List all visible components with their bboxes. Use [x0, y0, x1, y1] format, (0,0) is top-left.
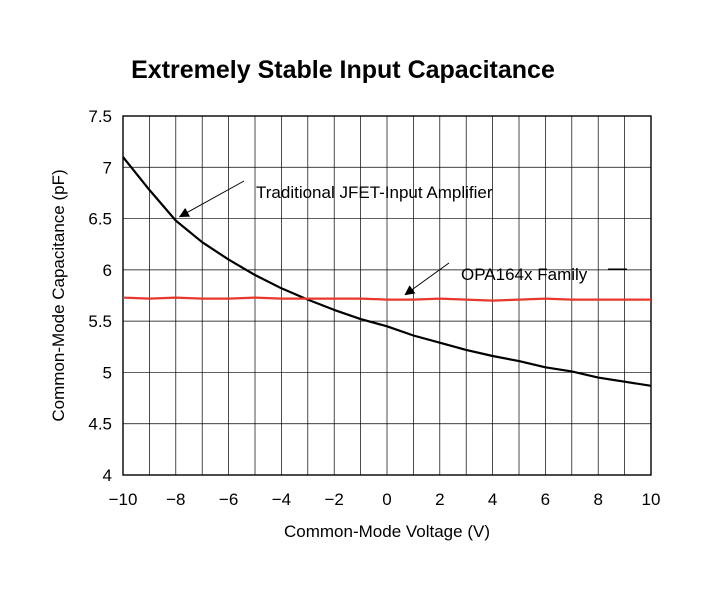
x-tick-label: 2 — [435, 490, 444, 509]
x-tick-label: −10 — [109, 490, 138, 509]
x-axis-label: Common-Mode Voltage (V) — [284, 522, 490, 541]
x-tick-label: 6 — [541, 490, 550, 509]
annotation-arrow — [404, 262, 450, 296]
x-tick-label: −4 — [272, 490, 291, 509]
x-tick-label: 8 — [593, 490, 602, 509]
y-tick-labels: 4 4.5 5 5.5 6 6.5 7 7.5 — [88, 107, 112, 485]
y-tick-label: 6 — [103, 261, 112, 280]
x-tick-labels: −10 −8 −6 −4 −2 0 2 4 6 8 10 — [109, 490, 661, 509]
chart-title: Extremely Stable Input Capacitance — [131, 56, 555, 84]
y-axis-label: Common-Mode Capacitance (pF) — [49, 169, 68, 421]
y-tick-label: 6.5 — [88, 210, 112, 229]
y-tick-label: 4.5 — [88, 415, 112, 434]
y-tick-label: 4 — [103, 466, 112, 485]
annotations: Traditional JFET-Input Amplifier OPA164x … — [178, 180, 627, 296]
y-tick-label: 5.5 — [88, 312, 112, 331]
series-line-0 — [122, 156, 652, 387]
grid-lines — [122, 115, 652, 476]
plot-frame — [122, 115, 652, 476]
annotation-label: OPA164x Family — [461, 265, 588, 284]
x-tick-label: −8 — [166, 490, 185, 509]
x-tick-label: 10 — [642, 490, 661, 509]
x-tick-label: 0 — [382, 490, 391, 509]
annotation-arrow — [178, 180, 245, 218]
series-group — [122, 156, 652, 387]
annotation-label: Traditional JFET-Input Amplifier — [256, 183, 493, 202]
x-tick-label: −6 — [219, 490, 238, 509]
x-tick-label: −2 — [325, 490, 344, 509]
y-tick-label: 7 — [103, 158, 112, 177]
series-line-1 — [122, 296, 651, 302]
y-tick-label: 5 — [103, 363, 112, 382]
x-tick-label: 4 — [488, 490, 497, 509]
y-tick-label: 7.5 — [88, 107, 112, 126]
